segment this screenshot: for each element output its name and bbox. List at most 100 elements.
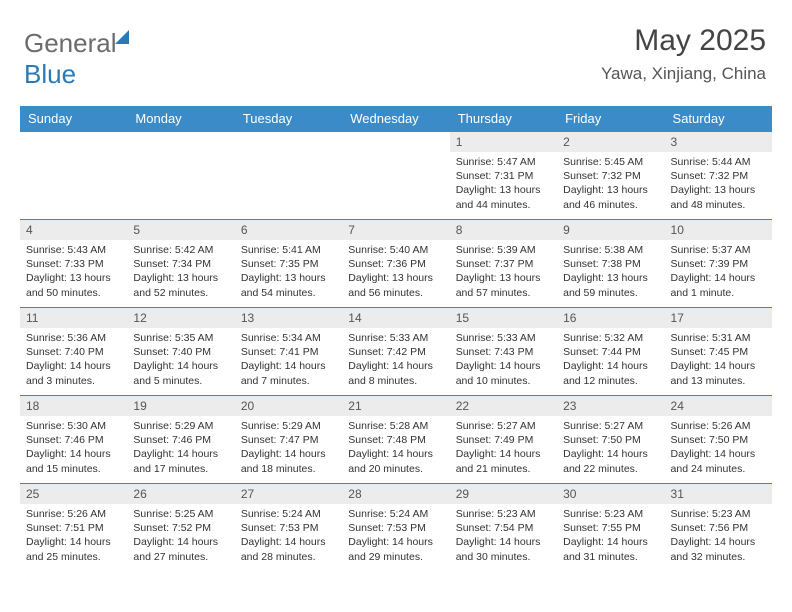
calendar-day-cell: .. [127, 132, 234, 220]
weekday-header: Thursday [450, 106, 557, 132]
day-number: 2 [557, 132, 664, 152]
calendar-day-cell: 10Sunrise: 5:37 AMSunset: 7:39 PMDayligh… [665, 220, 772, 308]
calendar-day-cell: 17Sunrise: 5:31 AMSunset: 7:45 PMDayligh… [665, 308, 772, 396]
calendar-week-row: 4Sunrise: 5:43 AMSunset: 7:33 PMDaylight… [20, 220, 772, 308]
calendar-day-cell: 27Sunrise: 5:24 AMSunset: 7:53 PMDayligh… [235, 484, 342, 572]
calendar-day-cell: 29Sunrise: 5:23 AMSunset: 7:54 PMDayligh… [450, 484, 557, 572]
weekday-header: Saturday [665, 106, 772, 132]
calendar-week-row: ........1Sunrise: 5:47 AMSunset: 7:31 PM… [20, 132, 772, 220]
day-number: 13 [235, 308, 342, 328]
calendar-day-cell: 14Sunrise: 5:33 AMSunset: 7:42 PMDayligh… [342, 308, 449, 396]
day-number: 14 [342, 308, 449, 328]
page-title-block: May 2025 Yawa, Xinjiang, China [601, 24, 766, 84]
day-info: Sunrise: 5:29 AMSunset: 7:47 PMDaylight:… [235, 416, 342, 480]
day-info: Sunrise: 5:39 AMSunset: 7:37 PMDaylight:… [450, 240, 557, 304]
day-info: Sunrise: 5:40 AMSunset: 7:36 PMDaylight:… [342, 240, 449, 304]
day-info: Sunrise: 5:43 AMSunset: 7:33 PMDaylight:… [20, 240, 127, 304]
day-number: 28 [342, 484, 449, 504]
calendar-week-row: 25Sunrise: 5:26 AMSunset: 7:51 PMDayligh… [20, 484, 772, 572]
day-info: Sunrise: 5:23 AMSunset: 7:55 PMDaylight:… [557, 504, 664, 568]
calendar-day-cell: 19Sunrise: 5:29 AMSunset: 7:46 PMDayligh… [127, 396, 234, 484]
day-info: Sunrise: 5:44 AMSunset: 7:32 PMDaylight:… [665, 152, 772, 216]
calendar-day-cell: 22Sunrise: 5:27 AMSunset: 7:49 PMDayligh… [450, 396, 557, 484]
day-info: Sunrise: 5:23 AMSunset: 7:56 PMDaylight:… [665, 504, 772, 568]
day-info: Sunrise: 5:36 AMSunset: 7:40 PMDaylight:… [20, 328, 127, 392]
brand-logo: General Blue [24, 28, 129, 90]
day-info: Sunrise: 5:26 AMSunset: 7:50 PMDaylight:… [665, 416, 772, 480]
calendar-day-cell: 7Sunrise: 5:40 AMSunset: 7:36 PMDaylight… [342, 220, 449, 308]
day-info: Sunrise: 5:23 AMSunset: 7:54 PMDaylight:… [450, 504, 557, 568]
weekday-header: Wednesday [342, 106, 449, 132]
day-number: 1 [450, 132, 557, 152]
day-info: Sunrise: 5:47 AMSunset: 7:31 PMDaylight:… [450, 152, 557, 216]
day-number: 24 [665, 396, 772, 416]
day-number: 7 [342, 220, 449, 240]
calendar-day-cell: 16Sunrise: 5:32 AMSunset: 7:44 PMDayligh… [557, 308, 664, 396]
calendar-day-cell: 20Sunrise: 5:29 AMSunset: 7:47 PMDayligh… [235, 396, 342, 484]
day-number: 17 [665, 308, 772, 328]
day-number: 21 [342, 396, 449, 416]
brand-part2: Blue [24, 59, 76, 89]
calendar-day-cell: 3Sunrise: 5:44 AMSunset: 7:32 PMDaylight… [665, 132, 772, 220]
calendar-day-cell: 11Sunrise: 5:36 AMSunset: 7:40 PMDayligh… [20, 308, 127, 396]
calendar-day-cell: 5Sunrise: 5:42 AMSunset: 7:34 PMDaylight… [127, 220, 234, 308]
calendar-day-cell: 12Sunrise: 5:35 AMSunset: 7:40 PMDayligh… [127, 308, 234, 396]
calendar-table: SundayMondayTuesdayWednesdayThursdayFrid… [20, 106, 772, 572]
day-number: 30 [557, 484, 664, 504]
day-number: 15 [450, 308, 557, 328]
day-info: Sunrise: 5:26 AMSunset: 7:51 PMDaylight:… [20, 504, 127, 568]
day-info: Sunrise: 5:27 AMSunset: 7:50 PMDaylight:… [557, 416, 664, 480]
day-info: Sunrise: 5:24 AMSunset: 7:53 PMDaylight:… [342, 504, 449, 568]
calendar-body: ........1Sunrise: 5:47 AMSunset: 7:31 PM… [20, 132, 772, 572]
weekday-header: Friday [557, 106, 664, 132]
calendar-day-cell: .. [342, 132, 449, 220]
weekday-header: Tuesday [235, 106, 342, 132]
day-info: Sunrise: 5:27 AMSunset: 7:49 PMDaylight:… [450, 416, 557, 480]
day-number: 11 [20, 308, 127, 328]
weekday-header: Sunday [20, 106, 127, 132]
day-number: 20 [235, 396, 342, 416]
calendar-day-cell: 26Sunrise: 5:25 AMSunset: 7:52 PMDayligh… [127, 484, 234, 572]
day-info: Sunrise: 5:35 AMSunset: 7:40 PMDaylight:… [127, 328, 234, 392]
calendar-day-cell: 23Sunrise: 5:27 AMSunset: 7:50 PMDayligh… [557, 396, 664, 484]
day-number: 5 [127, 220, 234, 240]
weekday-header: Monday [127, 106, 234, 132]
day-info: Sunrise: 5:45 AMSunset: 7:32 PMDaylight:… [557, 152, 664, 216]
day-number: 29 [450, 484, 557, 504]
calendar-day-cell: 13Sunrise: 5:34 AMSunset: 7:41 PMDayligh… [235, 308, 342, 396]
day-info: Sunrise: 5:29 AMSunset: 7:46 PMDaylight:… [127, 416, 234, 480]
brand-triangle-icon [115, 30, 129, 44]
calendar-day-cell: 28Sunrise: 5:24 AMSunset: 7:53 PMDayligh… [342, 484, 449, 572]
day-info: Sunrise: 5:37 AMSunset: 7:39 PMDaylight:… [665, 240, 772, 304]
day-number: 18 [20, 396, 127, 416]
calendar-day-cell: 4Sunrise: 5:43 AMSunset: 7:33 PMDaylight… [20, 220, 127, 308]
day-info: Sunrise: 5:33 AMSunset: 7:42 PMDaylight:… [342, 328, 449, 392]
day-info: Sunrise: 5:32 AMSunset: 7:44 PMDaylight:… [557, 328, 664, 392]
calendar-day-cell: 25Sunrise: 5:26 AMSunset: 7:51 PMDayligh… [20, 484, 127, 572]
day-info: Sunrise: 5:38 AMSunset: 7:38 PMDaylight:… [557, 240, 664, 304]
calendar-header-row: SundayMondayTuesdayWednesdayThursdayFrid… [20, 106, 772, 132]
calendar-day-cell: 24Sunrise: 5:26 AMSunset: 7:50 PMDayligh… [665, 396, 772, 484]
day-info: Sunrise: 5:30 AMSunset: 7:46 PMDaylight:… [20, 416, 127, 480]
calendar-day-cell: 6Sunrise: 5:41 AMSunset: 7:35 PMDaylight… [235, 220, 342, 308]
calendar-day-cell: 2Sunrise: 5:45 AMSunset: 7:32 PMDaylight… [557, 132, 664, 220]
day-number: 9 [557, 220, 664, 240]
calendar-day-cell: 9Sunrise: 5:38 AMSunset: 7:38 PMDaylight… [557, 220, 664, 308]
day-number: 27 [235, 484, 342, 504]
calendar-day-cell: .. [235, 132, 342, 220]
day-info: Sunrise: 5:28 AMSunset: 7:48 PMDaylight:… [342, 416, 449, 480]
day-number: 25 [20, 484, 127, 504]
month-year: May 2025 [601, 24, 766, 58]
day-info: Sunrise: 5:34 AMSunset: 7:41 PMDaylight:… [235, 328, 342, 392]
calendar-day-cell: 1Sunrise: 5:47 AMSunset: 7:31 PMDaylight… [450, 132, 557, 220]
day-number: 6 [235, 220, 342, 240]
day-number: 12 [127, 308, 234, 328]
day-number: 23 [557, 396, 664, 416]
day-number: 8 [450, 220, 557, 240]
calendar-day-cell: 18Sunrise: 5:30 AMSunset: 7:46 PMDayligh… [20, 396, 127, 484]
location: Yawa, Xinjiang, China [601, 64, 766, 84]
calendar-day-cell: 15Sunrise: 5:33 AMSunset: 7:43 PMDayligh… [450, 308, 557, 396]
calendar-day-cell: 31Sunrise: 5:23 AMSunset: 7:56 PMDayligh… [665, 484, 772, 572]
day-info: Sunrise: 5:41 AMSunset: 7:35 PMDaylight:… [235, 240, 342, 304]
day-info: Sunrise: 5:31 AMSunset: 7:45 PMDaylight:… [665, 328, 772, 392]
